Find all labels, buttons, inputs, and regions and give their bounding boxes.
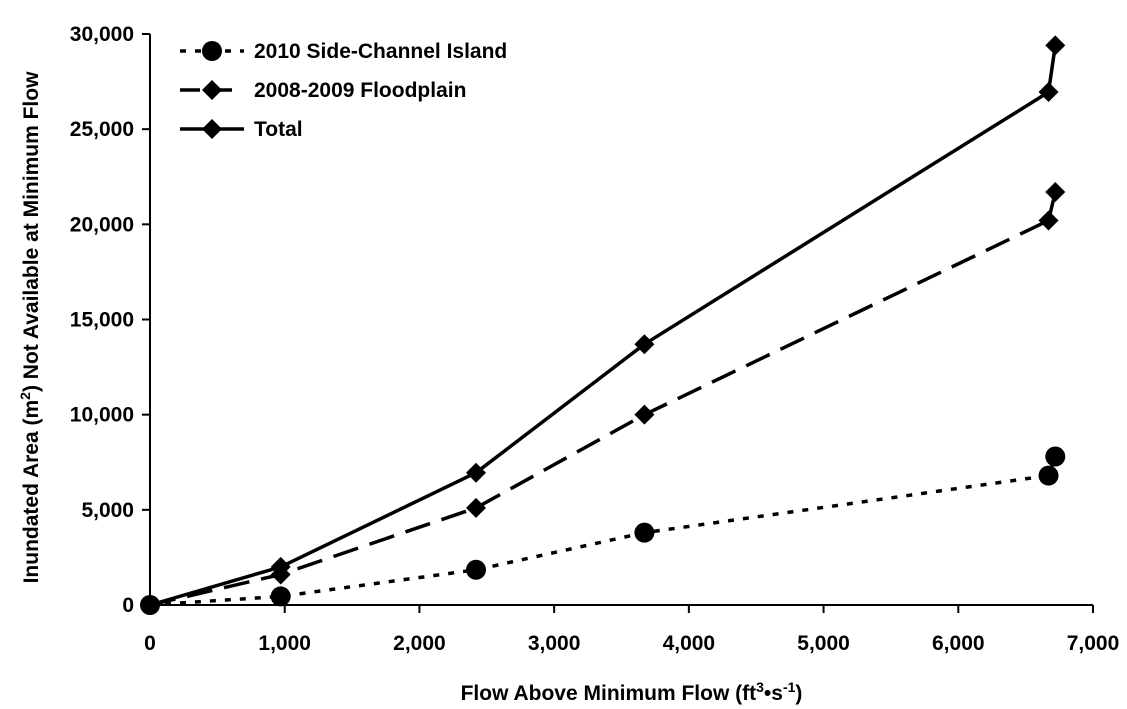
series-line: [150, 192, 1055, 605]
x-tick-label: 0: [144, 632, 156, 655]
x-tick-label: 3,000: [528, 632, 581, 655]
y-axis-title: Inundated Area (m2) Not Available at Min…: [17, 71, 43, 584]
legend-marker: [202, 119, 222, 139]
legend-marker: [202, 80, 222, 100]
legend-entry: Total: [180, 118, 303, 141]
legend: 2010 Side-Channel Island 2008-2009 Floodp…: [180, 40, 507, 141]
legend-label: 2010 Side-Channel Island: [254, 40, 507, 63]
data-point: [1039, 466, 1059, 486]
x-tick-label: 5,000: [797, 632, 850, 655]
axis-titles: Flow Above Minimum Flow (ft3•s-1) Inundat…: [17, 71, 802, 705]
series-line: [150, 457, 1055, 606]
series-2: [140, 182, 1065, 615]
axis-ticks: 0 5,000 10,000 15,000 20,000 25,000 30,000 0 1,0…: [70, 23, 1120, 655]
data-point: [466, 498, 486, 518]
data-point: [271, 586, 291, 606]
data-point: [466, 560, 486, 580]
data-point: [634, 405, 654, 425]
y-tick-label: 20,000: [70, 213, 134, 236]
data-point: [1045, 447, 1065, 467]
data-point: [1045, 182, 1065, 202]
y-tick-label: 25,000: [70, 118, 134, 141]
data-point: [1039, 211, 1059, 231]
y-tick-label: 15,000: [70, 309, 134, 332]
x-tick-label: 7,000: [1067, 632, 1120, 655]
x-tick-label: 4,000: [663, 632, 716, 655]
legend-label: Total: [254, 118, 303, 141]
x-tick-label: 1,000: [258, 632, 311, 655]
data-point: [1039, 82, 1059, 102]
legend-label: 2008-2009 Floodplain: [254, 79, 466, 102]
legend-marker: [202, 41, 222, 61]
y-tick-label: 10,000: [70, 404, 134, 427]
x-tick-label: 6,000: [932, 632, 985, 655]
series-1: [140, 447, 1065, 615]
legend-entry: 2008-2009 Floodplain: [180, 79, 466, 102]
y-tick-label: 5,000: [81, 499, 134, 522]
x-tick-label: 2,000: [393, 632, 446, 655]
legend-entry: 2010 Side-Channel Island: [180, 40, 507, 63]
data-point: [1045, 35, 1065, 55]
data-point: [634, 523, 654, 543]
y-tick-label: 30,000: [70, 23, 134, 46]
x-axis-title: Flow Above Minimum Flow (ft3•s-1): [461, 679, 803, 705]
y-tick-label: 0: [122, 594, 134, 617]
